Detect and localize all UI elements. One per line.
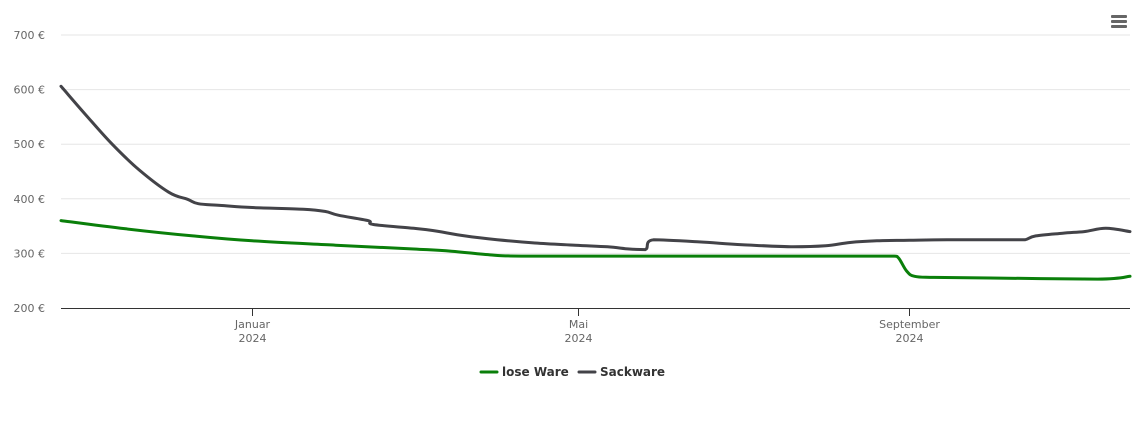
series-line-0 (59, 219, 1132, 281)
series-line-1 (59, 84, 1132, 252)
x-tick-label-0: Januar (234, 318, 271, 331)
legend-label-0: lose Ware (502, 365, 569, 379)
y-tick-label-400: 400 € (14, 193, 46, 206)
grid-lines (61, 34, 1130, 254)
x-tick-year-0: 2024 (239, 332, 267, 345)
y-tick-label-300: 300 € (14, 247, 46, 260)
y-tick-label-200: 200 € (14, 302, 46, 315)
x-tick-year-1: 2024 (565, 332, 593, 345)
legend-item-0[interactable]: lose Ware (479, 365, 569, 379)
y-tick-label-500: 500 € (14, 138, 46, 151)
legend-item-1[interactable]: Sackware (577, 365, 665, 379)
x-tick-label-1: Mai (569, 318, 588, 331)
y-axis: 200 € 300 € 400 € 500 € 600 € 700 € (14, 29, 46, 315)
legend-label-1: Sackware (600, 365, 665, 379)
legend[interactable]: lose Ware Sackware (479, 365, 665, 379)
hamburger-menu-icon[interactable] (1106, 10, 1132, 34)
x-tick-label-2: September (879, 318, 940, 331)
y-tick-label-700: 700 € (14, 29, 46, 42)
series-lines (59, 84, 1132, 281)
x-tick-year-2: 2024 (896, 332, 924, 345)
y-tick-label-600: 600 € (14, 84, 46, 97)
